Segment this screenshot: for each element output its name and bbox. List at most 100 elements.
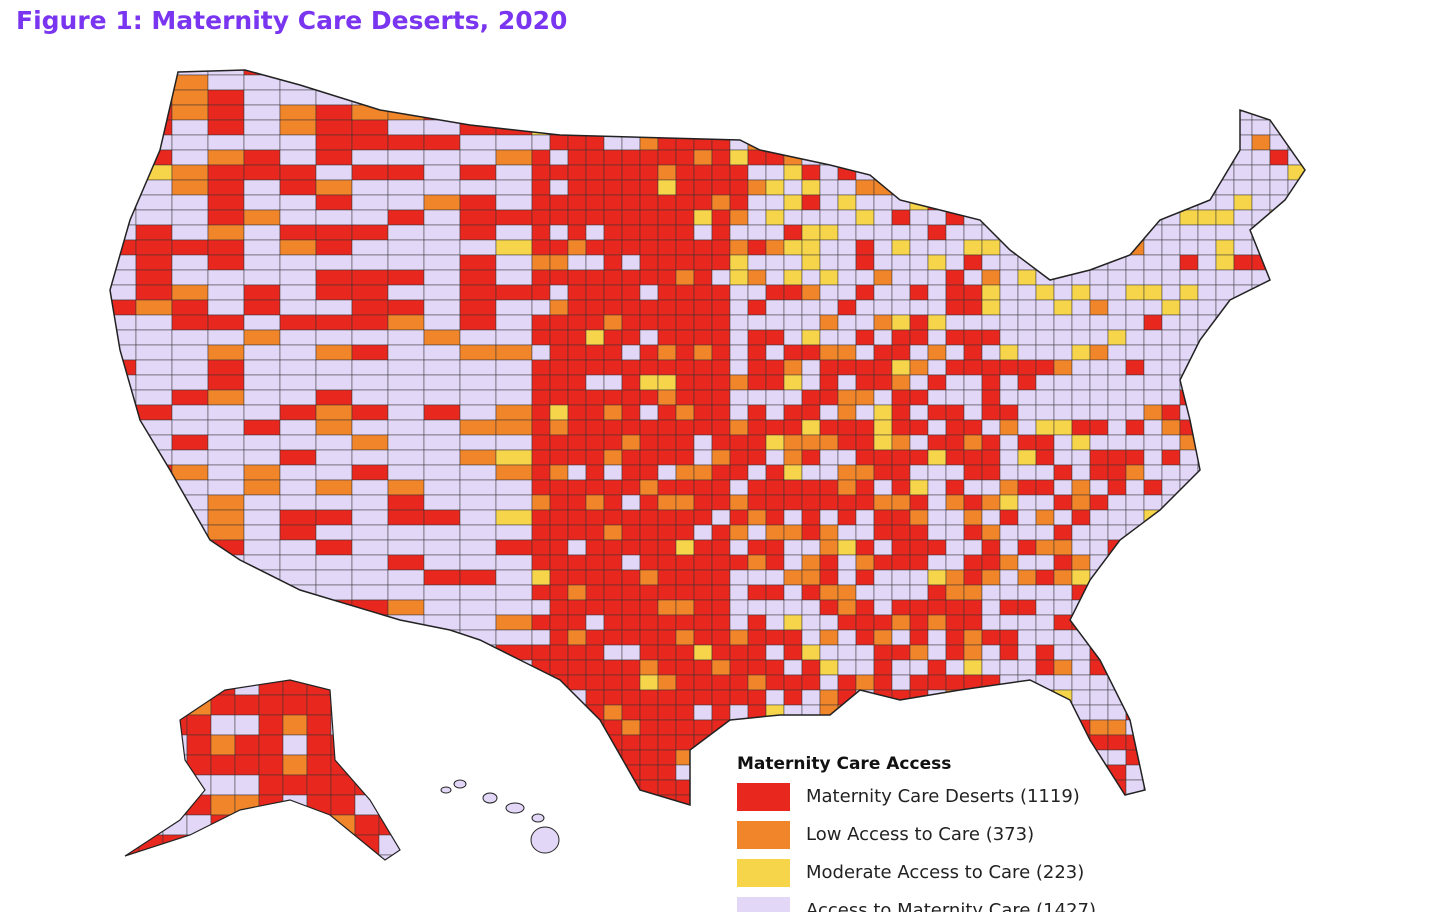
county [1251, 659, 1271, 676]
borough [354, 734, 380, 756]
county [909, 254, 929, 271]
county [279, 164, 317, 181]
county [1143, 404, 1163, 421]
county [945, 389, 965, 406]
county [423, 209, 461, 226]
county [1215, 254, 1235, 271]
county [603, 329, 623, 346]
county [1233, 359, 1253, 376]
county [1287, 209, 1305, 226]
county [1035, 659, 1055, 676]
county [1125, 659, 1145, 676]
borough [138, 754, 164, 776]
county [549, 194, 569, 211]
county [1215, 539, 1235, 556]
county [1071, 404, 1091, 421]
county [207, 149, 245, 166]
county [585, 389, 605, 406]
county [837, 689, 857, 706]
county [243, 119, 281, 136]
county [531, 164, 551, 181]
county [1143, 494, 1163, 511]
county [1143, 719, 1163, 736]
county [315, 599, 353, 616]
county [207, 434, 245, 451]
county [621, 70, 641, 76]
county [1269, 509, 1289, 526]
county [855, 704, 875, 721]
county [549, 344, 569, 361]
county [891, 389, 911, 406]
borough [378, 834, 400, 856]
county [711, 70, 731, 76]
county [171, 359, 209, 376]
borough [186, 854, 212, 860]
county [639, 569, 659, 586]
county [639, 119, 659, 136]
county [1143, 134, 1163, 151]
county [1125, 584, 1145, 601]
county [621, 659, 641, 676]
county [819, 70, 839, 76]
county [1143, 239, 1163, 256]
county [531, 179, 551, 196]
county [657, 74, 677, 91]
county [1161, 629, 1181, 646]
county [1179, 659, 1199, 676]
county [459, 689, 497, 706]
county [891, 404, 911, 421]
county [729, 644, 749, 661]
county [837, 404, 857, 421]
county [1089, 284, 1109, 301]
county [1053, 104, 1073, 121]
county [855, 134, 875, 151]
county [873, 89, 893, 106]
county [1179, 419, 1199, 436]
county [1306, 420, 1324, 435]
county [315, 659, 353, 676]
county [819, 629, 839, 646]
county [855, 194, 875, 211]
county [693, 104, 713, 121]
county [1089, 584, 1109, 601]
county [207, 404, 245, 421]
county [585, 329, 605, 346]
county [711, 359, 731, 376]
county [658, 810, 676, 825]
county [171, 629, 209, 646]
county [765, 479, 785, 496]
county [1053, 299, 1073, 316]
alaska [125, 680, 400, 860]
county [945, 89, 965, 106]
county [999, 584, 1019, 601]
county [693, 569, 713, 586]
county [783, 224, 803, 241]
county [1269, 749, 1289, 766]
county [693, 239, 713, 256]
county [1251, 164, 1271, 181]
county [927, 269, 947, 286]
county [1125, 629, 1145, 646]
county [1306, 105, 1324, 120]
county [891, 674, 911, 691]
county [1161, 779, 1181, 796]
county [639, 614, 659, 631]
county [603, 224, 623, 241]
county [423, 524, 461, 541]
county [351, 464, 389, 481]
county [1125, 749, 1145, 766]
county [729, 689, 749, 706]
county [891, 614, 911, 631]
county [1035, 149, 1055, 166]
county [945, 404, 965, 421]
county [423, 764, 461, 781]
county [837, 149, 857, 166]
borough [306, 734, 332, 756]
county [1017, 479, 1037, 496]
county [801, 569, 821, 586]
county [1017, 434, 1037, 451]
county [423, 70, 461, 76]
county [1107, 359, 1127, 376]
county [1071, 689, 1091, 706]
county [819, 539, 839, 556]
